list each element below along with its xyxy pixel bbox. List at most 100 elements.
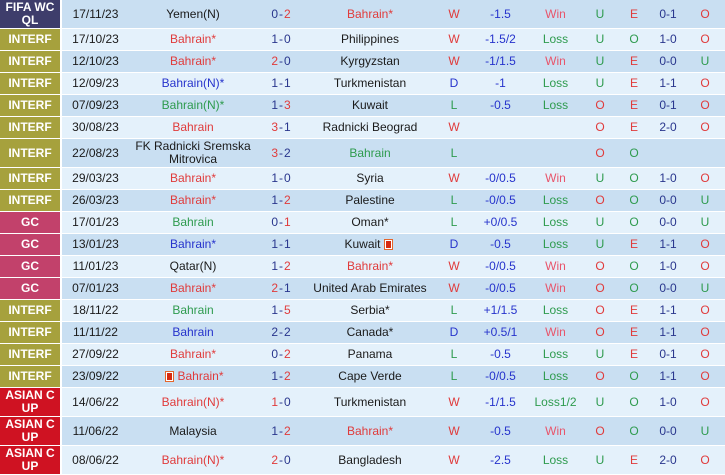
full-time-score: 1-0 <box>257 388 305 416</box>
away-team-link[interactable]: Turkmenistan <box>305 388 435 416</box>
away-team-link[interactable]: Kuwait <box>305 95 435 116</box>
away-team-link[interactable]: Serbia* <box>305 300 435 321</box>
asian-handicap-line: -1.5/2 <box>473 29 528 50</box>
score-dash: - <box>279 54 283 68</box>
home-team-link[interactable]: Bahrain* <box>129 51 257 72</box>
home-team-link[interactable]: Malaysia <box>129 417 257 445</box>
match-date: 11/11/22 <box>62 322 129 343</box>
half-time-score: 0-0 <box>651 212 685 233</box>
home-team-link[interactable]: Bahrain(N)* <box>129 73 257 94</box>
home-team-link[interactable]: Yemen(N) <box>129 0 257 28</box>
home-goals: 1 <box>271 394 278 409</box>
result-letter: W <box>435 29 473 50</box>
score-dash: - <box>279 6 283 21</box>
home-goals: 2 <box>271 281 278 295</box>
match-row: INTERF 07/09/23 Bahrain(N)* 1-3 Kuwait L… <box>0 95 725 117</box>
result-letter: L <box>435 300 473 321</box>
match-date: 14/06/22 <box>62 388 129 416</box>
over-under-result: U <box>583 446 617 474</box>
away-team-link[interactable]: Palestine <box>305 190 435 211</box>
half-time-score: 1-0 <box>651 29 685 50</box>
full-time-score: 2-1 <box>257 278 305 299</box>
away-team-name: Bahrain* <box>346 423 394 438</box>
home-goals: 2 <box>271 54 278 68</box>
asian-handicap-line: -0.5 <box>473 95 528 116</box>
full-time-score: 0-2 <box>257 0 305 28</box>
home-team-link[interactable]: FK Radnicki Sremska Mitrovica <box>129 139 257 167</box>
away-team-link[interactable]: Bahrain* <box>305 417 435 445</box>
home-team-link[interactable]: Bahrain <box>129 212 257 233</box>
first-half-over-under: O <box>685 366 725 387</box>
home-team-link[interactable]: Bahrain* <box>129 366 257 387</box>
away-team-link[interactable]: United Arab Emirates <box>305 278 435 299</box>
away-team-name: Panama <box>347 347 393 361</box>
over-under-result: U <box>583 168 617 189</box>
home-team-link[interactable]: Bahrain(N)* <box>129 95 257 116</box>
away-team-link[interactable]: Kyrgyzstan <box>305 51 435 72</box>
away-team-name: Palestine <box>345 193 395 207</box>
home-team-link[interactable]: Bahrain* <box>129 234 257 255</box>
away-team-link[interactable]: Canada* <box>305 322 435 343</box>
result-letter: L <box>435 212 473 233</box>
home-team-link[interactable]: Bahrain(N)* <box>129 446 257 474</box>
away-team-name: Kuwait <box>351 98 389 112</box>
competition-badge: INTERF <box>0 117 62 138</box>
away-team-name: Radnicki Beograd <box>322 120 418 134</box>
first-half-over-under: O <box>685 234 725 255</box>
result-letter: W <box>435 0 473 28</box>
over-under-result: O <box>583 366 617 387</box>
home-team-name: Bahrain <box>172 303 214 317</box>
away-goals: 0 <box>284 54 291 68</box>
full-time-score: 1-2 <box>257 190 305 211</box>
home-team-link[interactable]: Bahrain* <box>129 278 257 299</box>
home-team-link[interactable]: Bahrain <box>129 117 257 138</box>
home-team-link[interactable]: Bahrain* <box>129 344 257 365</box>
handicap-result: Loss <box>528 446 583 474</box>
score-dash: - <box>279 423 283 438</box>
competition-badge: INTERF <box>0 51 62 72</box>
away-team-link[interactable]: Philippines <box>305 29 435 50</box>
home-team-link[interactable]: Bahrain <box>129 322 257 343</box>
score-dash: - <box>279 303 283 317</box>
home-goals: 3 <box>271 145 278 160</box>
red-card-icon <box>165 371 175 382</box>
away-team-name: Bahrain* <box>346 259 394 273</box>
away-team-link[interactable]: Bahrain <box>305 139 435 167</box>
home-team-link[interactable]: Bahrain(N)* <box>129 388 257 416</box>
first-half-over-under: O <box>685 0 725 28</box>
away-team-name: Oman* <box>351 215 389 229</box>
even-odd-result: E <box>617 322 651 343</box>
away-team-link[interactable]: Cape Verde <box>305 366 435 387</box>
away-goals: 1 <box>284 76 291 90</box>
home-team-name: Qatar(N) <box>169 259 217 273</box>
away-team-link[interactable]: Bahrain* <box>305 256 435 277</box>
away-team-link[interactable]: Syria <box>305 168 435 189</box>
result-letter: D <box>435 322 473 343</box>
over-under-result: U <box>583 234 617 255</box>
half-time-score: 0-1 <box>651 344 685 365</box>
match-row: GC 07/01/23 Bahrain* 2-1 United Arab Emi… <box>0 278 725 300</box>
away-team-link[interactable]: Bangladesh <box>305 446 435 474</box>
match-date: 07/09/23 <box>62 95 129 116</box>
home-team-link[interactable]: Bahrain <box>129 300 257 321</box>
away-team-link[interactable]: Panama <box>305 344 435 365</box>
home-team-link[interactable]: Bahrain* <box>129 190 257 211</box>
away-team-link[interactable]: Kuwait <box>305 234 435 255</box>
away-team-link[interactable]: Oman* <box>305 212 435 233</box>
full-time-score: 0-1 <box>257 212 305 233</box>
away-team-link[interactable]: Turkmenistan <box>305 73 435 94</box>
even-odd-result: O <box>617 29 651 50</box>
match-date: 11/01/23 <box>62 256 129 277</box>
away-team-name: Bangladesh <box>338 452 402 467</box>
competition-badge: GC <box>0 234 62 255</box>
result-letter: L <box>435 366 473 387</box>
result-letter: W <box>435 388 473 416</box>
first-half-over-under: O <box>685 73 725 94</box>
away-team-link[interactable]: Bahrain* <box>305 0 435 28</box>
home-goals: 0 <box>271 215 278 229</box>
home-team-link[interactable]: Bahrain* <box>129 168 257 189</box>
home-team-link[interactable]: Bahrain* <box>129 29 257 50</box>
match-date: 23/09/22 <box>62 366 129 387</box>
home-team-link[interactable]: Qatar(N) <box>129 256 257 277</box>
away-team-link[interactable]: Radnicki Beograd <box>305 117 435 138</box>
